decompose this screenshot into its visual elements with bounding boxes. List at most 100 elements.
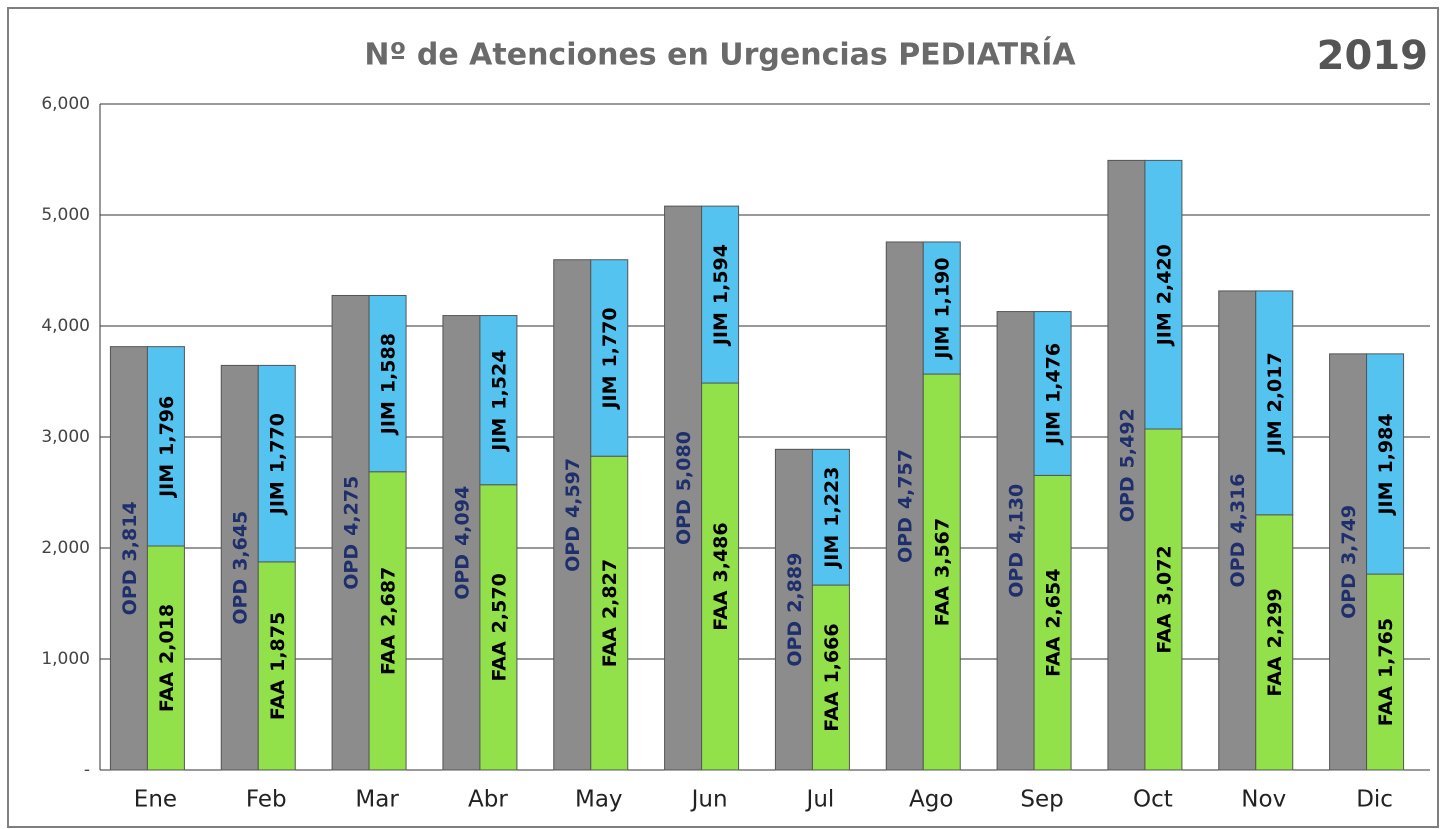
x-tick-label: Dic: [1356, 787, 1393, 813]
y-tick-label: -: [84, 760, 90, 780]
series-name: OPD: [451, 554, 473, 600]
bar: [1033, 474, 1072, 771]
x-tick-label: Oct: [1133, 787, 1173, 813]
value-text: 2,018: [155, 604, 177, 664]
series-name: FAA: [488, 641, 510, 682]
value-text: 1,476: [1042, 343, 1064, 403]
bar: [922, 373, 961, 771]
y-tick-label: 6,000: [41, 94, 90, 114]
bar: [146, 545, 185, 771]
bar: [922, 241, 961, 375]
value-text: 4,130: [1005, 484, 1027, 544]
value-label: OPD 4,094: [451, 486, 473, 600]
series-name: FAA: [1042, 636, 1064, 677]
bar: [1329, 353, 1368, 771]
chart-title: Nº de Atenciones en Urgencias PEDIATRÍA: [364, 37, 1076, 73]
value-label: JIM 1,524: [488, 350, 510, 453]
value-label: OPD 3,749: [1338, 505, 1360, 619]
value-label: OPD 2,889: [783, 553, 805, 667]
value-text: 1,770: [266, 413, 288, 473]
series-name: OPD: [783, 621, 805, 667]
value-label: JIM 1,223: [820, 467, 842, 570]
value-label: FAA 1,666: [820, 623, 842, 731]
value-label: JIM 1,190: [931, 257, 953, 360]
bar: [1144, 428, 1183, 771]
bar: [701, 205, 740, 384]
series-name: FAA: [1375, 686, 1397, 727]
bar: [1218, 290, 1257, 771]
value-text: 2,687: [377, 567, 399, 627]
value-text: 2,654: [1042, 569, 1064, 629]
value-label: OPD 5,080: [673, 431, 695, 545]
bar: [1144, 159, 1183, 430]
value-text: 3,814: [118, 501, 140, 561]
bar: [1107, 159, 1146, 771]
series-name: OPD: [1338, 573, 1360, 619]
bar: [811, 584, 850, 771]
series-name: FAA: [377, 635, 399, 676]
value-text: 1,770: [599, 307, 621, 367]
series-name: JIM: [820, 535, 842, 570]
value-label: JIM 1,588: [377, 333, 399, 436]
series-name: JIM: [931, 326, 953, 361]
bar: [1255, 514, 1294, 771]
y-tick-label: 2,000: [41, 538, 90, 558]
bar: [1255, 290, 1294, 516]
value-label: FAA 2,570: [488, 573, 510, 681]
value-label: OPD 4,757: [894, 449, 916, 563]
series-name: OPD: [673, 499, 695, 545]
series-name: JIM: [155, 464, 177, 499]
series-name: OPD: [1227, 542, 1249, 588]
value-label: OPD 4,597: [562, 458, 584, 572]
value-text: 2,299: [1264, 588, 1286, 648]
series-name: FAA: [599, 627, 621, 668]
bar: [701, 382, 740, 771]
series-name: JIM: [1042, 411, 1064, 446]
value-text: 5,080: [673, 431, 695, 491]
value-label: JIM 1,770: [599, 307, 621, 410]
x-tick-label: Ene: [134, 787, 177, 813]
value-label: OPD 4,316: [1227, 473, 1249, 587]
value-label: FAA 3,486: [710, 522, 732, 630]
series-name: OPD: [229, 579, 251, 625]
bar: [996, 311, 1035, 771]
value-text: 3,645: [229, 511, 251, 571]
bar: [368, 294, 407, 473]
bar: [479, 484, 518, 771]
series-name: FAA: [155, 672, 177, 713]
x-tick-label: Mar: [355, 787, 399, 813]
bar: [368, 471, 407, 771]
series-name: FAA: [931, 586, 953, 627]
value-text: 4,094: [451, 486, 473, 546]
value-text: 1,190: [931, 257, 953, 317]
series-name: FAA: [1153, 613, 1175, 654]
bar: [1366, 353, 1405, 575]
value-text: 2,017: [1264, 352, 1286, 412]
value-label: JIM 1,476: [1042, 343, 1064, 446]
value-label: FAA 2,654: [1042, 569, 1064, 677]
value-text: 2,420: [1153, 244, 1175, 304]
bar: [257, 364, 296, 563]
value-text: 1,588: [377, 333, 399, 393]
series-name: OPD: [118, 569, 140, 615]
series-name: JIM: [599, 375, 621, 410]
x-tick-label: Nov: [1241, 787, 1286, 813]
series-name: JIM: [1153, 312, 1175, 347]
value-label: FAA 2,827: [599, 559, 621, 667]
value-label: JIM 2,017: [1264, 352, 1286, 455]
value-text: 1,524: [488, 350, 510, 410]
value-label: OPD 5,492: [1116, 408, 1138, 522]
series-name: JIM: [1264, 420, 1286, 455]
value-label: FAA 3,072: [1153, 545, 1175, 653]
series-name: OPD: [1005, 552, 1027, 598]
value-label: JIM 2,420: [1153, 244, 1175, 347]
series-name: OPD: [340, 544, 362, 590]
series-name: OPD: [562, 526, 584, 572]
y-tick-label: 5,000: [41, 205, 90, 225]
bar: [442, 315, 481, 771]
series-name: FAA: [820, 691, 842, 732]
value-text: 4,275: [340, 476, 362, 536]
value-label: JIM 1,796: [155, 396, 177, 499]
series-name: OPD: [894, 517, 916, 563]
